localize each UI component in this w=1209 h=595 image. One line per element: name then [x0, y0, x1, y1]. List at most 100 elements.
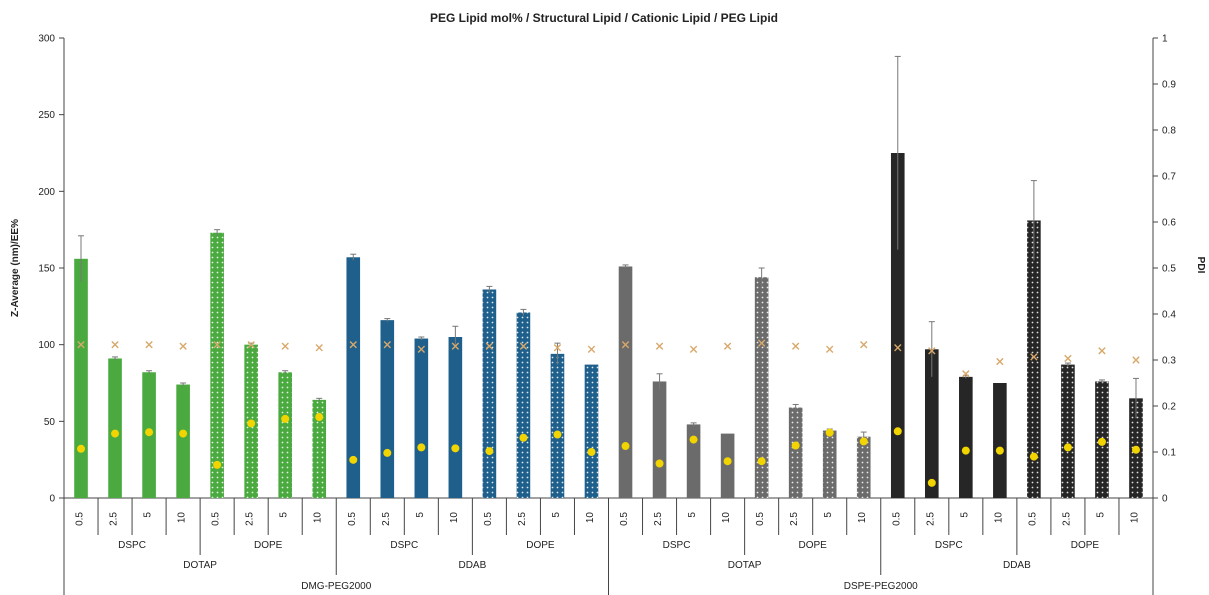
pdi-marker	[519, 433, 528, 442]
x-tick-label: 2.5	[925, 512, 936, 526]
x-tick-label: 0.5	[211, 512, 222, 526]
ee-marker	[757, 339, 766, 347]
structural-lipid-label: DOPE	[1071, 540, 1100, 551]
bar-pattern	[278, 372, 293, 498]
ee-marker	[451, 342, 460, 350]
structural-lipid-label: DOPE	[254, 540, 283, 551]
peg-lipid-label: DMG-PEG2000	[301, 581, 371, 592]
pdi-marker	[179, 429, 188, 438]
pdi-marker	[757, 457, 766, 466]
bar	[686, 424, 701, 498]
ee-marker	[689, 345, 698, 353]
y-tick-label: 200	[38, 187, 55, 198]
x-tick-label: 2.5	[109, 512, 120, 526]
plot-area: 0 50 100 150 200 250 300 0 0.1 0.2 0.3 0.4 0.5 0.6 0.7…	[38, 34, 1176, 595]
bar	[448, 337, 463, 498]
peg-lipid-label: DSPE-PEG2000	[844, 581, 918, 592]
pdi-marker	[485, 447, 494, 456]
x-tick-label: 2.5	[517, 512, 528, 526]
ee-marker	[247, 340, 255, 349]
pdi-marker	[587, 448, 596, 456]
bar-pattern	[210, 232, 224, 498]
x-tick-label: 10	[721, 512, 732, 524]
x-tick-label: 10	[449, 512, 460, 524]
pdi-marker	[689, 435, 698, 444]
pdi-marker	[383, 448, 392, 457]
x-tick-label: 10	[177, 512, 188, 524]
y2-tick-label: 1	[1162, 34, 1168, 45]
y2-tick-label: 0.8	[1162, 126, 1176, 137]
ee-marker	[111, 340, 119, 349]
ee-marker	[723, 342, 732, 350]
ee-marker	[1132, 356, 1140, 364]
y2-tick-label: 0.4	[1162, 310, 1176, 321]
bar	[890, 153, 905, 498]
y2-tick-label: 0.1	[1162, 448, 1176, 459]
pdi-marker	[213, 460, 222, 469]
x-tick-label: 0.5	[891, 512, 902, 526]
structural-lipid-label: DSPC	[935, 540, 963, 551]
y2-tick-label: 0.5	[1162, 264, 1176, 275]
y2-axis-title: PDI	[1195, 257, 1206, 274]
pdi-marker	[145, 428, 154, 437]
pdi-marker	[553, 430, 562, 439]
x-tick-label: 10	[1129, 512, 1140, 524]
ee-marker	[928, 347, 936, 355]
ee-marker	[1098, 347, 1106, 355]
x-tick-label: 5	[143, 512, 154, 518]
y-axis-title: Z-Average (nm)/EE%	[10, 219, 21, 317]
bar	[652, 381, 667, 498]
x-tick-label: 0.5	[619, 512, 630, 526]
y-tick-label: 250	[38, 110, 55, 121]
ee-marker	[383, 340, 391, 349]
x-tick-label: 0.5	[75, 512, 86, 526]
ee-marker	[553, 344, 562, 352]
x-tick-label: 10	[313, 512, 324, 524]
bar-pattern	[550, 353, 565, 498]
x-tick-label: 2.5	[1061, 512, 1072, 526]
pdi-marker	[621, 442, 630, 451]
ee-marker	[962, 370, 970, 378]
bar	[618, 266, 633, 498]
pdi-marker	[1029, 452, 1038, 461]
bar	[176, 384, 190, 498]
bar-pattern	[822, 430, 837, 498]
cationic-lipid-label: DOTAP	[183, 560, 217, 571]
x-tick-label: 0.5	[1027, 512, 1038, 526]
x-tick-label: 10	[857, 512, 868, 524]
ee-marker	[77, 340, 85, 349]
cationic-lipid-label: DDAB	[458, 560, 486, 571]
pdi-marker	[349, 455, 358, 464]
pdi-marker	[1131, 445, 1140, 454]
pdi-marker	[417, 443, 426, 452]
x-tick-label: 2.5	[245, 512, 256, 526]
x-tick-label: 5	[687, 512, 698, 518]
ee-marker	[485, 342, 494, 350]
pdi-marker	[723, 457, 732, 466]
x-tick-label: 10	[585, 512, 596, 524]
bar	[380, 320, 395, 498]
bar-pattern	[754, 277, 769, 498]
bar	[414, 338, 429, 498]
ee-marker	[860, 340, 868, 349]
ee-marker	[349, 340, 357, 349]
y-tick-label: 50	[44, 417, 56, 428]
ee-marker	[417, 345, 426, 353]
pdi-marker	[1063, 443, 1072, 452]
pdi-marker	[247, 419, 256, 428]
ee-marker	[894, 344, 902, 352]
ee-marker	[1030, 353, 1038, 361]
structural-lipid-label: DSPC	[390, 540, 418, 551]
pdi-marker	[281, 414, 290, 423]
x-tick-label: 5	[551, 512, 562, 518]
bar-pattern	[584, 364, 599, 498]
x-tick-label: 5	[279, 512, 290, 518]
ee-marker	[519, 342, 528, 350]
structural-lipid-label: DSPC	[663, 540, 691, 551]
ee-marker	[826, 345, 834, 353]
structural-lipid-label: DOPE	[526, 540, 555, 551]
cationic-lipid-label: DDAB	[1003, 560, 1031, 571]
pdi-marker	[451, 444, 460, 453]
ee-marker	[145, 340, 153, 349]
